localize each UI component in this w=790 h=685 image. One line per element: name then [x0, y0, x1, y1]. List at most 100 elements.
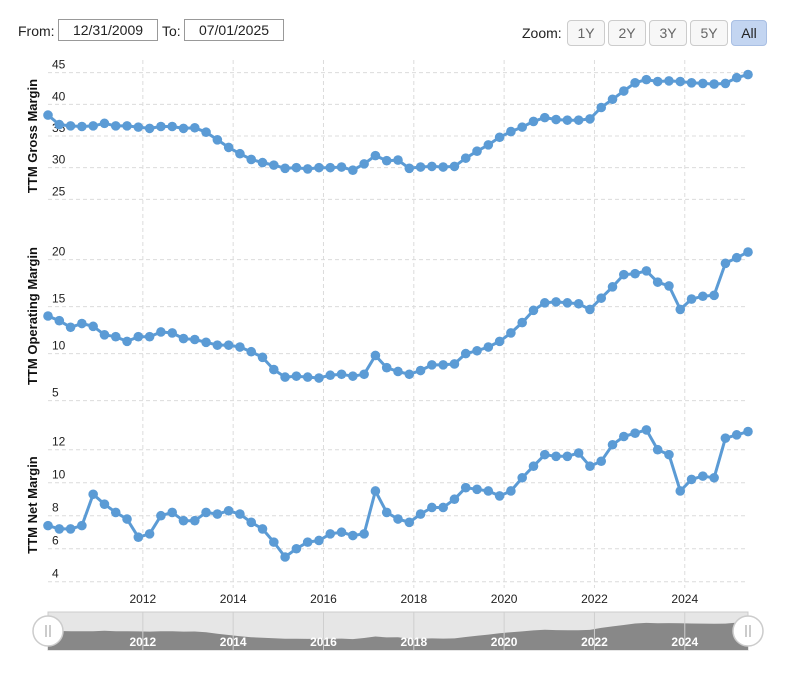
data-point[interactable]	[54, 524, 65, 534]
data-point[interactable]	[167, 328, 177, 338]
data-point[interactable]	[348, 371, 358, 381]
data-point[interactable]	[596, 293, 607, 303]
data-point[interactable]	[302, 537, 313, 547]
data-point[interactable]	[506, 486, 516, 496]
data-point[interactable]	[43, 311, 53, 321]
data-point[interactable]	[743, 426, 753, 437]
navigator-right-handle[interactable]	[732, 615, 764, 647]
data-point[interactable]	[144, 123, 155, 134]
data-point[interactable]	[573, 115, 584, 125]
data-point[interactable]	[302, 164, 313, 174]
data-point[interactable]	[133, 122, 144, 132]
data-point[interactable]	[269, 160, 279, 170]
data-point[interactable]	[652, 444, 663, 455]
data-point[interactable]	[280, 163, 290, 174]
data-point[interactable]	[133, 331, 144, 342]
data-point[interactable]	[652, 76, 663, 87]
data-point[interactable]	[122, 121, 132, 131]
data-point[interactable]	[472, 146, 482, 156]
data-point[interactable]	[370, 350, 381, 361]
data-point[interactable]	[585, 114, 595, 124]
data-point[interactable]	[110, 331, 121, 342]
data-point[interactable]	[472, 345, 482, 356]
data-point[interactable]	[381, 507, 392, 518]
data-point[interactable]	[641, 74, 652, 85]
data-point[interactable]	[54, 119, 65, 130]
data-point[interactable]	[641, 266, 652, 276]
data-point[interactable]	[280, 552, 290, 562]
data-point[interactable]	[212, 509, 223, 519]
data-point[interactable]	[449, 161, 460, 172]
data-point[interactable]	[269, 364, 279, 375]
data-point[interactable]	[460, 482, 471, 493]
to-date-input[interactable]	[184, 19, 284, 41]
data-point[interactable]	[257, 524, 268, 534]
data-point[interactable]	[686, 78, 697, 88]
data-point[interactable]	[314, 162, 324, 173]
data-point[interactable]	[607, 94, 618, 105]
data-point[interactable]	[223, 142, 234, 153]
data-point[interactable]	[99, 118, 110, 129]
data-point[interactable]	[167, 121, 177, 132]
data-point[interactable]	[43, 520, 53, 531]
data-point[interactable]	[551, 297, 561, 307]
data-point[interactable]	[415, 162, 426, 172]
data-point[interactable]	[460, 348, 471, 359]
data-point[interactable]	[246, 346, 257, 357]
data-point[interactable]	[269, 537, 279, 547]
data-point[interactable]	[427, 360, 437, 370]
data-point[interactable]	[189, 515, 200, 526]
data-point[interactable]	[212, 340, 223, 350]
data-point[interactable]	[99, 499, 110, 509]
data-point[interactable]	[472, 484, 482, 495]
data-point[interactable]	[122, 336, 132, 347]
data-point[interactable]	[314, 535, 324, 546]
data-point[interactable]	[404, 517, 415, 528]
data-point[interactable]	[381, 155, 392, 166]
data-point[interactable]	[539, 298, 550, 308]
data-point[interactable]	[427, 161, 437, 172]
data-point[interactable]	[585, 461, 595, 472]
data-point[interactable]	[539, 449, 550, 460]
data-point[interactable]	[393, 514, 403, 524]
data-point[interactable]	[291, 371, 302, 381]
data-point[interactable]	[415, 365, 426, 376]
data-point[interactable]	[133, 532, 144, 542]
data-point[interactable]	[223, 340, 234, 350]
data-point[interactable]	[596, 102, 607, 113]
zoom-2y-button[interactable]: 2Y	[608, 20, 646, 46]
data-point[interactable]	[539, 112, 550, 123]
data-point[interactable]	[110, 507, 121, 518]
data-point[interactable]	[675, 304, 686, 315]
data-point[interactable]	[336, 369, 347, 380]
data-point[interactable]	[438, 162, 448, 172]
data-point[interactable]	[709, 79, 719, 89]
data-point[interactable]	[517, 472, 527, 483]
data-point[interactable]	[720, 258, 731, 269]
data-point[interactable]	[619, 269, 629, 280]
data-point[interactable]	[596, 456, 607, 467]
zoom-1y-button[interactable]: 1Y	[567, 20, 605, 46]
data-point[interactable]	[664, 449, 674, 460]
data-point[interactable]	[438, 360, 448, 370]
data-point[interactable]	[619, 86, 629, 96]
data-point[interactable]	[246, 517, 257, 528]
data-point[interactable]	[551, 114, 561, 125]
data-point[interactable]	[551, 451, 561, 462]
data-point[interactable]	[675, 486, 686, 496]
data-point[interactable]	[483, 342, 494, 352]
data-point[interactable]	[698, 471, 708, 481]
data-point[interactable]	[359, 159, 369, 169]
data-point[interactable]	[88, 489, 98, 500]
data-point[interactable]	[370, 150, 381, 161]
data-point[interactable]	[201, 127, 211, 137]
data-point[interactable]	[144, 529, 155, 539]
data-point[interactable]	[460, 153, 471, 163]
data-point[interactable]	[449, 494, 460, 505]
data-point[interactable]	[506, 328, 516, 338]
data-point[interactable]	[720, 433, 731, 443]
data-point[interactable]	[528, 116, 539, 127]
data-point[interactable]	[167, 507, 177, 518]
data-point[interactable]	[178, 123, 189, 134]
data-point[interactable]	[630, 268, 640, 279]
